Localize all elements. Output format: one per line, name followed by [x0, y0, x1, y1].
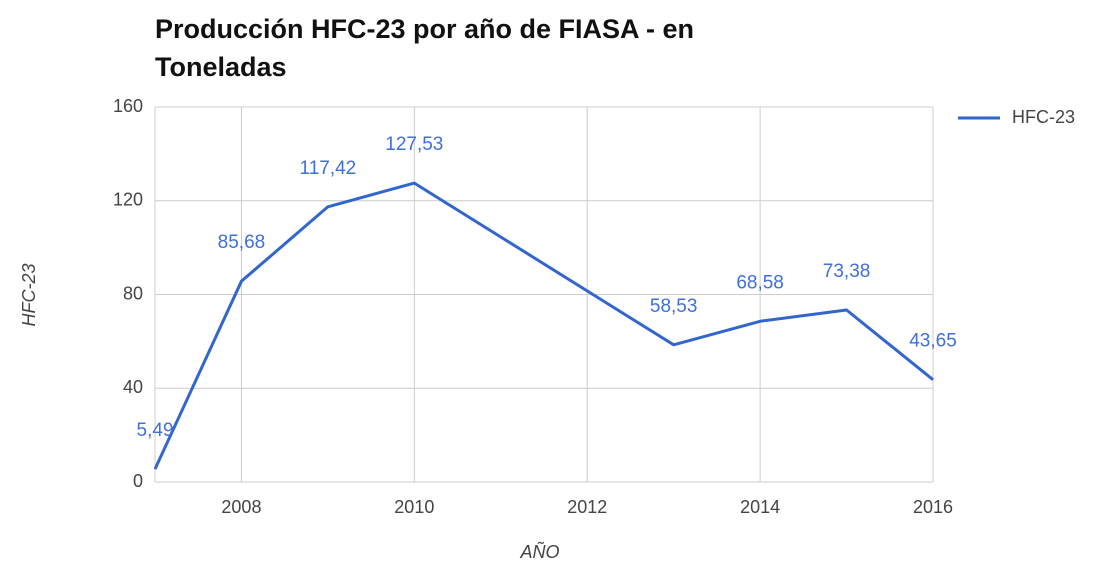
data-label: 127,53: [385, 134, 443, 155]
y-axis-title: HFC-23: [19, 263, 39, 326]
data-label: 73,38: [823, 261, 871, 282]
data-label: 85,68: [218, 232, 266, 253]
x-axis-title: AÑO: [519, 541, 559, 562]
y-tick-label: 80: [123, 283, 143, 303]
data-label: 58,53: [650, 296, 698, 317]
y-tick-label: 160: [113, 96, 143, 116]
data-label: 5,49: [137, 420, 174, 441]
x-tick-label: 2016: [913, 497, 953, 517]
x-tick-label: 2010: [394, 497, 434, 517]
y-tick-label: 0: [133, 471, 143, 491]
x-tick-label: 2008: [221, 497, 261, 517]
y-tick-label: 40: [123, 377, 143, 397]
data-label: 68,58: [736, 272, 784, 293]
data-line: [153, 181, 934, 470]
legend-label: HFC-23: [1012, 107, 1075, 127]
data-label: 117,42: [300, 158, 357, 179]
x-tick-label: 2014: [740, 497, 780, 517]
x-tick-label: 2012: [567, 497, 607, 517]
chart-title: Producción HFC-23 por año de FIASA - en …: [155, 14, 695, 82]
data-label: 43,65: [909, 331, 957, 352]
y-tick-label: 120: [113, 190, 143, 210]
